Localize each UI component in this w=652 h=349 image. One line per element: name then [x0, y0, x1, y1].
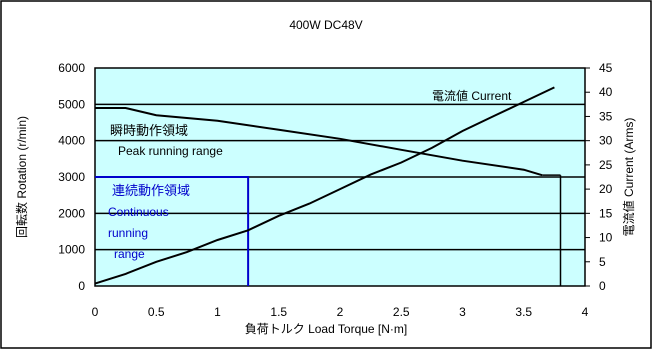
grid-lines [95, 103, 585, 286]
left-axis-ticks: 0 1000 2000 3000 4000 5000 6000 [58, 61, 85, 293]
right-axis-ticks: 0 5 10 15 20 25 30 35 40 45 [585, 61, 613, 293]
left-tick-label: 5000 [58, 97, 85, 111]
peak-range-label-en: Peak running range [118, 144, 223, 158]
right-tick-label: 25 [599, 158, 613, 172]
x-axis-ticks: 0 0.5 1 1.5 2 2.5 3 3.5 4 [92, 305, 589, 319]
x-tick-label: 0.5 [148, 305, 165, 319]
x-tick-label: 2 [337, 305, 344, 319]
right-tick-label: 45 [599, 61, 613, 75]
right-tick-label: 30 [599, 134, 613, 148]
current-line-label: 電流値 Current [432, 88, 512, 103]
left-tick-label: 6000 [58, 61, 85, 75]
x-tick-label: 3 [459, 305, 466, 319]
left-tick-label: 4000 [58, 134, 85, 148]
right-tick-label: 10 [599, 231, 613, 245]
left-tick-label: 2000 [58, 206, 85, 220]
series-lines [94, 86, 555, 285]
continuous-region-boundary [95, 176, 250, 286]
y2-axis-label: 電流値 Current (Arms) [621, 118, 636, 237]
right-tick-label: 0 [599, 279, 606, 293]
x-tick-label: 4 [582, 305, 589, 319]
continuous-range-label-jp: 連続動作領域 [112, 183, 190, 198]
continuous-region [95, 176, 250, 286]
right-tick-label: 40 [599, 85, 613, 99]
right-tick-label: 35 [599, 109, 613, 123]
left-tick-label: 3000 [58, 170, 85, 184]
x-tick-label: 2.5 [393, 305, 410, 319]
left-tick-label: 0 [78, 279, 85, 293]
continuous-range-label-en-3: range [114, 247, 145, 261]
left-tick-label: 1000 [58, 243, 85, 257]
series-current-line [94, 86, 555, 285]
right-tick-label: 5 [599, 255, 606, 269]
right-tick-label: 15 [599, 206, 613, 220]
right-tick-label: 20 [599, 182, 613, 196]
x-tick-label: 1 [214, 305, 221, 319]
x-tick-label: 0 [92, 305, 99, 319]
x-axis-label: 負荷トルク Load Torque [N·m] [245, 322, 408, 336]
continuous-range-label-en-1: Continuous [108, 205, 169, 219]
series-rotation-line [95, 107, 543, 177]
x-tick-label: 1.5 [270, 305, 287, 319]
peak-range-label-jp: 瞬時動作領域 [110, 123, 188, 138]
continuous-range-label-en-2: running [108, 226, 148, 240]
chart-title: 400W DC48V [289, 18, 362, 32]
x-tick-label: 3.5 [515, 305, 532, 319]
y-axis-label: 回転数 Rotation (r/min) [14, 116, 29, 238]
